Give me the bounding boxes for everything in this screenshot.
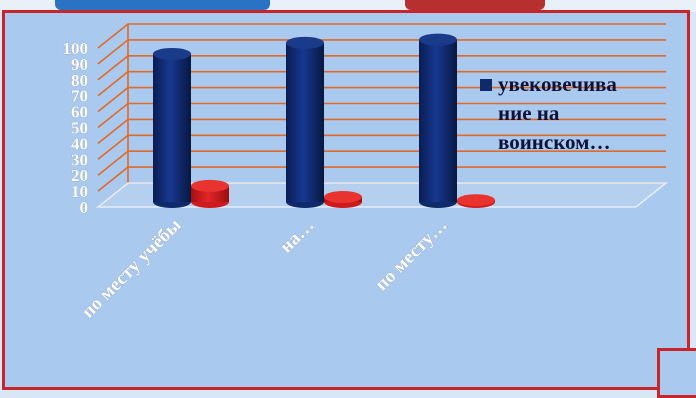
- bar-s1-0: [153, 47, 191, 208]
- y-tick-label: 0: [80, 198, 89, 217]
- y-tick-label: 30: [71, 150, 88, 169]
- y-tick-label: 100: [63, 39, 89, 58]
- bar-s2-0: [191, 179, 229, 208]
- top-tab-blue: [55, 0, 270, 10]
- legend: увеко­вечива ние на воинском…: [480, 70, 670, 157]
- y-tick-label: 40: [71, 134, 88, 153]
- y-tick-label: 60: [71, 103, 88, 122]
- y-tick-label: 90: [71, 55, 88, 74]
- y-tick-label: 10: [71, 182, 88, 201]
- bar-s2-1: [324, 191, 362, 208]
- y-tick-label: 70: [71, 87, 88, 106]
- x-tick-label: по месту учёбы: [78, 215, 186, 323]
- y-tick-label: 80: [71, 71, 88, 90]
- top-tab-red: [405, 0, 545, 10]
- chart-floor: [95, 182, 669, 208]
- x-tick-label: на…: [276, 215, 319, 258]
- bar-s2-2: [457, 194, 495, 208]
- legend-label-series-1: увеко­вечива ние на воинском…: [498, 72, 617, 154]
- x-tick-label: по месту…: [371, 215, 451, 295]
- y-tick-label: 20: [71, 166, 88, 185]
- bar-s1-2: [419, 33, 457, 208]
- bar-s1-1: [286, 36, 324, 208]
- legend-key-series-1: [480, 79, 492, 91]
- gridline: [97, 23, 666, 49]
- y-tick-label: 50: [71, 119, 88, 138]
